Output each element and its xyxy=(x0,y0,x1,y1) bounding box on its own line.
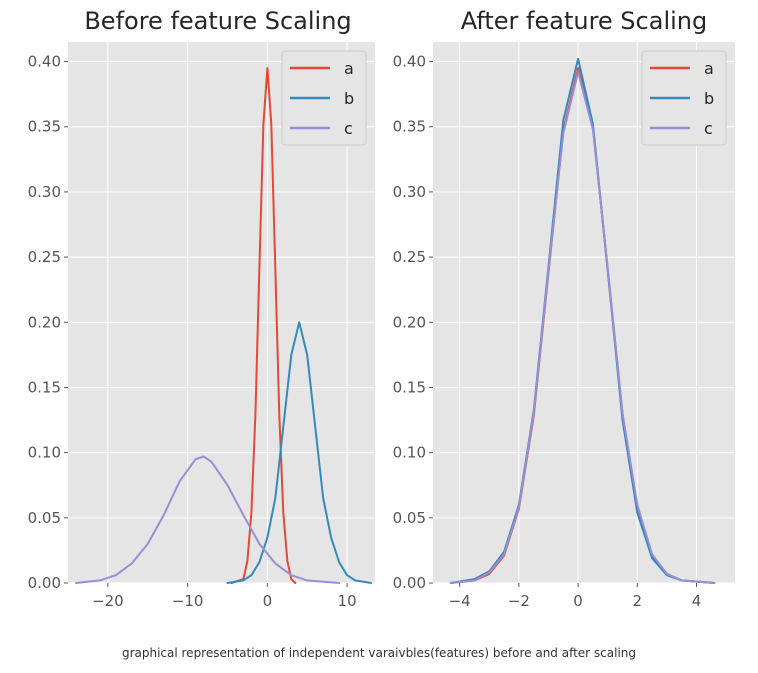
x-tick-label: 2 xyxy=(633,592,643,610)
x-tick-label: −2 xyxy=(508,592,530,610)
x-tick-label: −20 xyxy=(92,592,124,610)
y-tick-label: 0.40 xyxy=(28,53,61,71)
chart-title: After feature Scaling xyxy=(461,7,707,35)
x-tick-label: −10 xyxy=(172,592,204,610)
series-line-b xyxy=(449,57,716,584)
y-tick-label: 0.10 xyxy=(393,444,426,462)
y-tick-label: 0.05 xyxy=(28,509,61,527)
y-tick-label: 0.20 xyxy=(28,313,61,331)
chart-title: Before feature Scaling xyxy=(84,7,351,35)
x-tick-label: −4 xyxy=(449,592,471,610)
y-tick-label: 0.15 xyxy=(28,378,61,396)
y-tick-label: 0.00 xyxy=(393,574,426,592)
y-tick-label: 0.30 xyxy=(28,183,61,201)
y-tick-label: 0.25 xyxy=(28,248,61,266)
before-scaling-chart: 0.00 0.05 0.10 0.15 0.20 0.25 0.30 0.35 0.40 −20 −… xyxy=(28,7,375,610)
legend-label-b: b xyxy=(344,89,354,108)
y-tick-label: 0.15 xyxy=(393,378,426,396)
series-line-b xyxy=(226,321,372,584)
x-tick-label: 0 xyxy=(573,592,583,610)
legend-label-c: c xyxy=(344,119,353,138)
x-tick-label: 4 xyxy=(692,592,702,610)
figure: 0.000.050.100.150.200.250.300.350.40−20−… xyxy=(28,7,735,610)
y-tick-label: 0.00 xyxy=(28,574,61,592)
figure-caption: graphical representation of independent … xyxy=(121,646,637,660)
y-tick-label: 0.40 xyxy=(393,53,426,71)
legend-label-c: c xyxy=(704,119,713,138)
legend-label-b: b xyxy=(704,89,714,108)
series-line-a xyxy=(230,67,297,584)
after-scaling-chart: 0.00 0.05 0.10 0.15 0.20 0.25 0.30 0.35 0.40 −4 −2… xyxy=(393,7,735,610)
y-tick-label: 0.10 xyxy=(28,444,61,462)
series-line-c xyxy=(75,455,341,584)
legend-label-a: a xyxy=(704,59,714,78)
y-tick-label: 0.20 xyxy=(393,313,426,331)
y-tick-label: 0.25 xyxy=(393,248,426,266)
legend-label-a: a xyxy=(344,59,354,78)
y-tick-label: 0.35 xyxy=(28,118,61,136)
series-line-c xyxy=(449,71,716,584)
y-tick-label: 0.35 xyxy=(393,118,426,136)
y-tick-label: 0.30 xyxy=(393,183,426,201)
x-tick-label: 0 xyxy=(263,592,273,610)
y-tick-label: 0.05 xyxy=(393,509,426,527)
x-tick-label: 10 xyxy=(338,592,357,610)
